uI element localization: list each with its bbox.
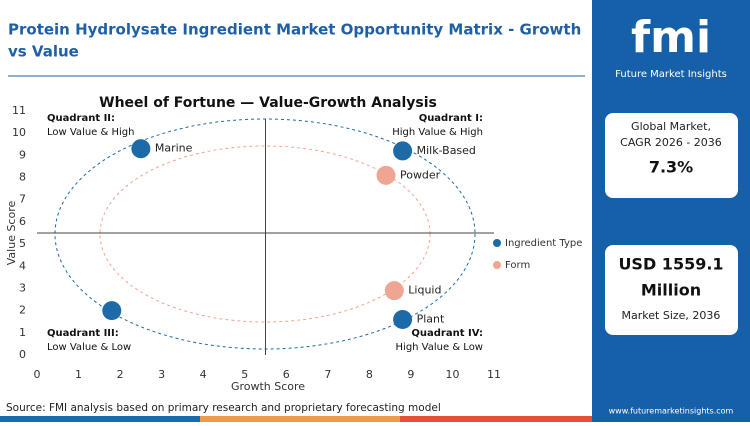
y-tick-label: 10 <box>12 126 26 139</box>
footer-strip <box>0 416 200 422</box>
x-tick-label: 6 <box>283 368 290 381</box>
point-label: Marine <box>155 142 193 155</box>
quadrant-text: High Value & High <box>392 127 483 138</box>
point <box>393 310 413 330</box>
point <box>384 281 404 301</box>
sidebar <box>592 0 750 422</box>
point-label: Milk-Based <box>417 144 476 157</box>
y-tick-label: 0 <box>19 348 26 361</box>
y-tick-label: 7 <box>19 193 26 206</box>
chart-title: Wheel of Fortune — Value-Growth Analysis <box>99 95 437 111</box>
point-label: Plant <box>417 313 445 326</box>
point <box>393 141 413 161</box>
x-tick-label: 1 <box>75 368 82 381</box>
size-label: Market Size, 2036 <box>622 309 721 322</box>
x-tick-label: 4 <box>200 368 207 381</box>
x-tick-label: 0 <box>34 368 41 381</box>
legend-swatch <box>493 261 501 269</box>
y-tick-label: 9 <box>19 148 26 161</box>
legend-label: Ingredient Type <box>505 238 582 249</box>
y-tick-label: 6 <box>19 215 26 228</box>
y-tick-label: 4 <box>19 259 26 272</box>
x-tick-label: 8 <box>366 368 373 381</box>
quadrant-title: Quadrant II: <box>47 113 115 124</box>
cagr-label: CAGR 2026 - 2036 <box>620 136 722 149</box>
y-tick-label: 3 <box>19 281 26 294</box>
source: Source: FMI analysis based on primary re… <box>6 402 441 414</box>
size-value: Million <box>641 281 701 300</box>
size-card <box>605 245 738 335</box>
point <box>131 139 151 159</box>
quadrant-title: Quadrant IV: <box>411 328 483 339</box>
footer-strip <box>200 416 400 422</box>
x-tick-label: 2 <box>117 368 124 381</box>
quadrant-text: Low Value & Low <box>47 342 131 353</box>
y-tick-label: 1 <box>19 326 26 339</box>
legend-swatch <box>493 239 501 247</box>
footer-strip <box>400 416 592 422</box>
point-label: Liquid <box>408 284 441 297</box>
point-label: Powder <box>400 168 441 181</box>
quadrant-text: High Value & Low <box>396 342 483 353</box>
y-tick-label: 11 <box>12 104 26 117</box>
x-tick-label: 11 <box>487 368 501 381</box>
website: www.futuremarketinsights.com <box>609 407 734 416</box>
main-panel <box>0 0 592 422</box>
y-tick-label: 8 <box>19 171 26 184</box>
x-axis-label: Growth Score <box>231 380 305 393</box>
quadrant-title: Quadrant I: <box>419 113 483 124</box>
x-tick-label: 3 <box>158 368 165 381</box>
legend-label: Form <box>505 260 530 271</box>
point <box>376 165 396 185</box>
quadrant-title: Quadrant III: <box>47 328 119 339</box>
cagr-label: Global Market, <box>631 120 711 133</box>
page-title: vs Value <box>8 43 79 61</box>
y-axis-label: Value Score <box>5 201 18 266</box>
x-tick-label: 9 <box>407 368 414 381</box>
page-title: Protein Hydrolysate Ingredient Market Op… <box>8 21 581 39</box>
logo: fmi <box>631 12 711 63</box>
cagr-card <box>605 113 738 198</box>
y-tick-label: 5 <box>19 237 26 250</box>
inner-ring <box>99 145 431 323</box>
point <box>102 301 122 321</box>
x-tick-label: 5 <box>241 368 248 381</box>
x-tick-label: 10 <box>445 368 459 381</box>
size-value: USD 1559.1 <box>618 255 723 274</box>
brand: Future Market Insights <box>615 69 727 80</box>
y-tick-label: 2 <box>19 304 26 317</box>
quadrant-text: Low Value & High <box>47 127 134 138</box>
x-tick-label: 7 <box>324 368 331 381</box>
cagr-value: 7.3% <box>649 158 693 177</box>
